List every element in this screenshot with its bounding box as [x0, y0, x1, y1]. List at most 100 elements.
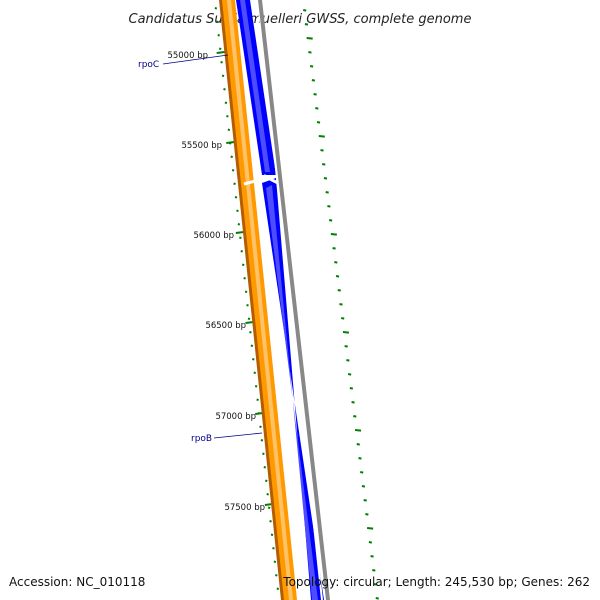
- tick-label: 56000 bp: [193, 231, 234, 241]
- tick-label: 55500 bp: [181, 141, 222, 151]
- gc-mark: [306, 37, 313, 40]
- gc-mark: [236, 209, 239, 213]
- gc-mark: [273, 560, 277, 564]
- gc-mark: [361, 485, 366, 488]
- gene-rpoB-highlight: [266, 185, 318, 600]
- gc-mark: [346, 359, 350, 362]
- gc-skew-track: [214, 7, 379, 600]
- gc-mark: [259, 425, 262, 429]
- genome-summary: Topology: circular; Length: 245,530 bp; …: [283, 575, 590, 589]
- gc-mark: [240, 250, 244, 253]
- gc-mark: [260, 439, 264, 442]
- gc-mark: [270, 533, 274, 537]
- gc-mark: [311, 79, 316, 82]
- gc-mark: [250, 344, 254, 348]
- tick-label: 56500 bp: [205, 321, 246, 331]
- tick-mark: [216, 51, 225, 54]
- gc-mark: [253, 371, 257, 375]
- gc-mark: [347, 373, 352, 376]
- gc-mark: [263, 466, 267, 469]
- gc-mark: [313, 93, 317, 96]
- tick-mark: [235, 231, 244, 234]
- gc-mark: [351, 401, 355, 404]
- gc-mark: [231, 169, 235, 172]
- gc-mark: [303, 9, 307, 12]
- gc-mark: [214, 7, 218, 10]
- tick-mark: [226, 141, 235, 144]
- strand-gap: [257, 0, 323, 600]
- gc-mark: [226, 115, 229, 118]
- gc-mark: [249, 331, 252, 334]
- gc-mark: [368, 541, 373, 544]
- gc-mark: [327, 205, 331, 208]
- gc-mark: [344, 345, 348, 348]
- gc-mark: [275, 574, 278, 577]
- tick-label: 57500 bp: [224, 503, 265, 513]
- gc-mark: [335, 275, 340, 278]
- gc-mark: [339, 303, 343, 306]
- gc-mark: [227, 128, 231, 132]
- gc-mark: [223, 88, 226, 91]
- tick-mark: [245, 321, 254, 324]
- gc-mark: [322, 163, 326, 166]
- rpoC-leader-line: [162, 54, 229, 65]
- tick-labels: 55000 bp 55500 bp 56000 bp 56500 bp 5700…: [167, 51, 265, 513]
- map-title: Candidatus Sulcia muelleri GWSS, complet…: [129, 12, 472, 27]
- gc-mark: [318, 135, 325, 138]
- gc-mark: [341, 317, 345, 320]
- gc-mark: [334, 261, 338, 264]
- gc-mark: [363, 499, 367, 502]
- gc-mark: [272, 547, 275, 550]
- gc-mark: [221, 74, 225, 78]
- gc-mark: [230, 155, 233, 159]
- gc-mark: [264, 479, 268, 483]
- gc-mark: [243, 277, 246, 280]
- gene-label-rpoB[interactable]: rpoB: [191, 434, 212, 444]
- gc-mark: [342, 331, 350, 334]
- gc-mark: [349, 387, 354, 390]
- gc-mark: [233, 182, 236, 186]
- gc-mark: [353, 415, 357, 418]
- gc-mark: [358, 457, 362, 460]
- gc-mark: [246, 304, 249, 307]
- gc-mark: [267, 506, 271, 510]
- rpoB-leader-line: [213, 432, 263, 439]
- forward-strand-track: [236, 0, 324, 600]
- gc-mark: [256, 398, 259, 402]
- gc-mark: [262, 452, 265, 456]
- gc-mark: [309, 65, 314, 68]
- gc-mark: [367, 527, 374, 530]
- gc-mark: [375, 597, 379, 600]
- gc-mark: [365, 513, 369, 516]
- gc-mark: [304, 23, 309, 26]
- gc-mark: [360, 471, 364, 474]
- gc-mark: [276, 587, 280, 591]
- feature-separator: [243, 174, 281, 186]
- gc-mark: [241, 263, 245, 267]
- gc-mark: [325, 191, 329, 194]
- gc-mark: [252, 358, 255, 361]
- gc-mark: [337, 289, 341, 292]
- gene-rpoC-highlight: [240, 0, 270, 172]
- gc-mark: [244, 290, 248, 294]
- gc-mark: [315, 107, 319, 110]
- gc-mark: [239, 236, 242, 240]
- gc-mark: [373, 583, 378, 586]
- accession-text: Accession: NC_010118: [9, 575, 146, 589]
- tick-label: 55000 bp: [167, 51, 208, 61]
- gc-mark: [247, 317, 251, 321]
- reverse-strand-track: [219, 0, 297, 600]
- gene-label-rpoC[interactable]: rpoC: [138, 60, 159, 70]
- gc-mark: [323, 177, 328, 180]
- gc-mark: [216, 20, 219, 24]
- gc-mark: [372, 569, 376, 572]
- genome-backbone: [258, 0, 330, 600]
- gene-rpoB-feature[interactable]: [262, 178, 324, 600]
- gc-mark: [234, 196, 238, 199]
- gc-mark: [217, 34, 221, 37]
- gc-mark: [356, 443, 360, 446]
- gc-mark: [370, 555, 374, 558]
- gc-mark: [218, 47, 222, 51]
- gc-mark: [330, 233, 337, 236]
